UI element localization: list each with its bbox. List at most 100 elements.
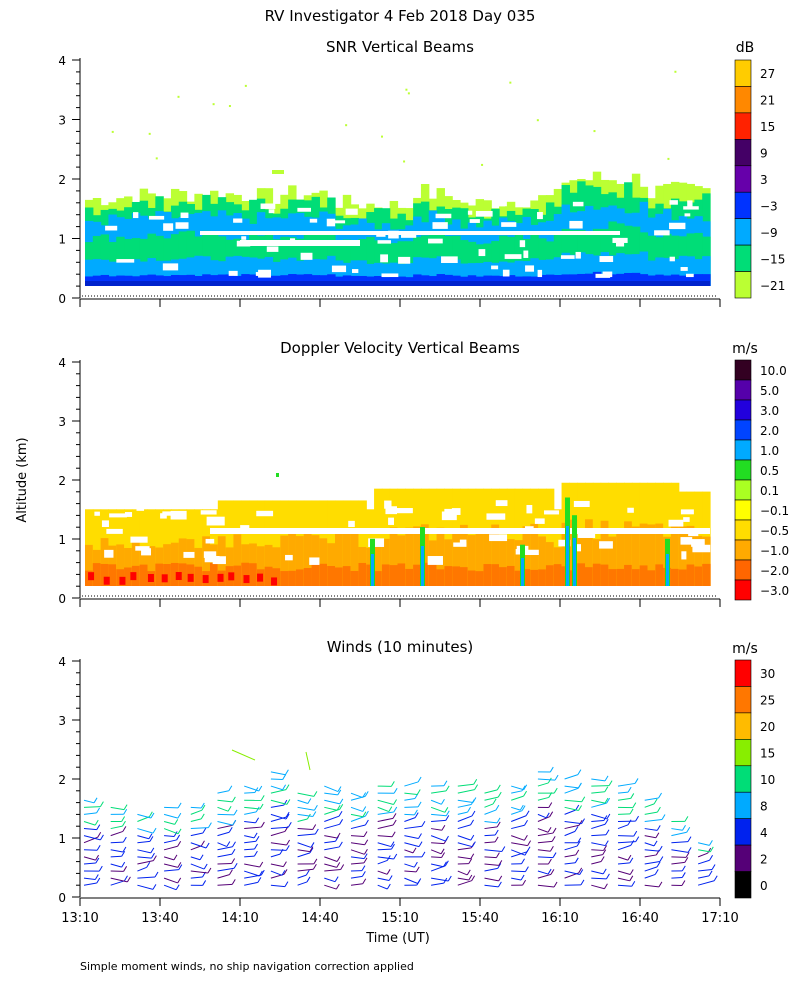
doppler-gap	[427, 556, 443, 565]
wind-barb-flag	[199, 854, 204, 861]
snr-gap	[602, 271, 613, 278]
wind-barb	[190, 845, 202, 851]
wind-barb-flag	[604, 797, 609, 804]
snr-cell	[374, 262, 383, 286]
snr-cell	[217, 261, 227, 286]
y-tick-label: 2	[58, 773, 66, 787]
wind-barb-flag	[231, 879, 236, 885]
snr-colorbar-unit: dB	[736, 40, 755, 56]
wind-barb	[377, 859, 388, 865]
wind-barb	[137, 866, 147, 872]
wind-barb-flag	[627, 819, 632, 826]
snr-cell	[538, 274, 547, 286]
wind-barb-flag	[313, 791, 318, 797]
snr-gap	[175, 222, 189, 229]
wind-barb-flag	[285, 784, 290, 790]
doppler-cell	[342, 531, 352, 586]
wind-barb	[244, 855, 255, 858]
wind-barb-flag	[284, 769, 289, 775]
snr-cell	[124, 259, 133, 286]
snr-gap	[428, 238, 443, 244]
wind-barb-flag	[313, 858, 318, 865]
wind-barb	[297, 792, 315, 797]
wind-barb-flag	[418, 833, 422, 839]
wind-barb-flag	[152, 827, 157, 834]
wind-barb-flag	[361, 871, 366, 877]
colorbar-swatch	[734, 479, 752, 501]
doppler-cell	[444, 539, 453, 586]
wind-barb	[537, 840, 553, 844]
snr-cell	[592, 255, 602, 286]
doppler-cell	[467, 535, 477, 586]
wind-barb	[83, 812, 97, 815]
doppler-cell	[577, 529, 586, 586]
wind-barb-flag	[602, 868, 607, 875]
wind-barb-flag	[283, 869, 288, 875]
figure-title: RV Investigator 4 Feb 2018 Day 035	[265, 7, 536, 25]
wind-barb-flag	[96, 807, 101, 814]
wind-barb-flag	[634, 778, 639, 784]
snr-speck	[593, 130, 596, 133]
snr-cell	[670, 259, 680, 286]
wind-barb-flag	[441, 852, 445, 858]
wind-barb-flag	[207, 867, 212, 874]
wind-barb	[644, 811, 658, 815]
wind-barb-flag	[388, 875, 393, 881]
colorbar-label: 3.0	[760, 404, 779, 418]
doppler-cell	[374, 488, 383, 586]
wind-barb	[244, 848, 255, 851]
wind-barb-flag	[629, 875, 634, 882]
wind-barb	[190, 856, 201, 861]
wind-barb	[430, 849, 442, 855]
wind-barb	[217, 867, 235, 872]
wind-barb	[110, 806, 125, 811]
wind-barb-flag	[553, 881, 558, 888]
wind-barb	[297, 849, 310, 853]
snr-gap	[228, 270, 238, 276]
wind-barb	[457, 835, 471, 841]
snr-gap	[309, 218, 318, 223]
wind-barb-flag	[653, 798, 658, 805]
snr-cell	[217, 274, 227, 286]
wind-barb	[511, 785, 524, 791]
wind-barb-flag	[603, 883, 608, 889]
doppler-cell	[147, 546, 156, 586]
wind-barb	[404, 842, 420, 848]
snr-speck	[380, 135, 383, 138]
doppler-cell	[241, 500, 250, 586]
doppler-gap	[206, 516, 225, 526]
wind-barb	[404, 813, 415, 816]
wind-barb-flag	[550, 869, 555, 875]
snr-cell	[319, 259, 328, 286]
wind-barb	[484, 841, 496, 844]
doppler-gap	[183, 551, 195, 558]
doppler-gap	[599, 541, 613, 549]
wind-barb	[457, 824, 471, 830]
doppler-gap	[348, 520, 355, 528]
doppler-gap	[309, 557, 320, 565]
wind-barb	[297, 799, 309, 804]
snr-cell	[444, 274, 453, 286]
wind-barb-flag	[390, 841, 395, 847]
wind-barb	[377, 842, 392, 848]
wind-barb-flag	[686, 827, 691, 833]
doppler-cell	[124, 548, 133, 586]
snr-speck	[667, 157, 670, 160]
doppler-cell	[272, 547, 281, 586]
snr-cell	[124, 275, 133, 286]
wind-barb-flag	[94, 819, 99, 826]
wind-barb	[83, 836, 98, 844]
snr-cell	[241, 274, 250, 286]
wind-barb-flag	[122, 820, 126, 827]
colorbar-label: −3	[760, 199, 778, 213]
snr-cell	[147, 258, 156, 286]
doppler-cell	[420, 524, 430, 586]
wind-barb-flag	[148, 833, 153, 839]
doppler-cell	[225, 500, 235, 586]
doppler-cell	[85, 544, 94, 586]
wind-barb	[591, 854, 603, 858]
wind-barb	[163, 856, 175, 861]
colorbar-label: 21	[760, 94, 775, 108]
doppler-cell	[194, 509, 203, 586]
wind-barb-flag	[521, 858, 525, 865]
